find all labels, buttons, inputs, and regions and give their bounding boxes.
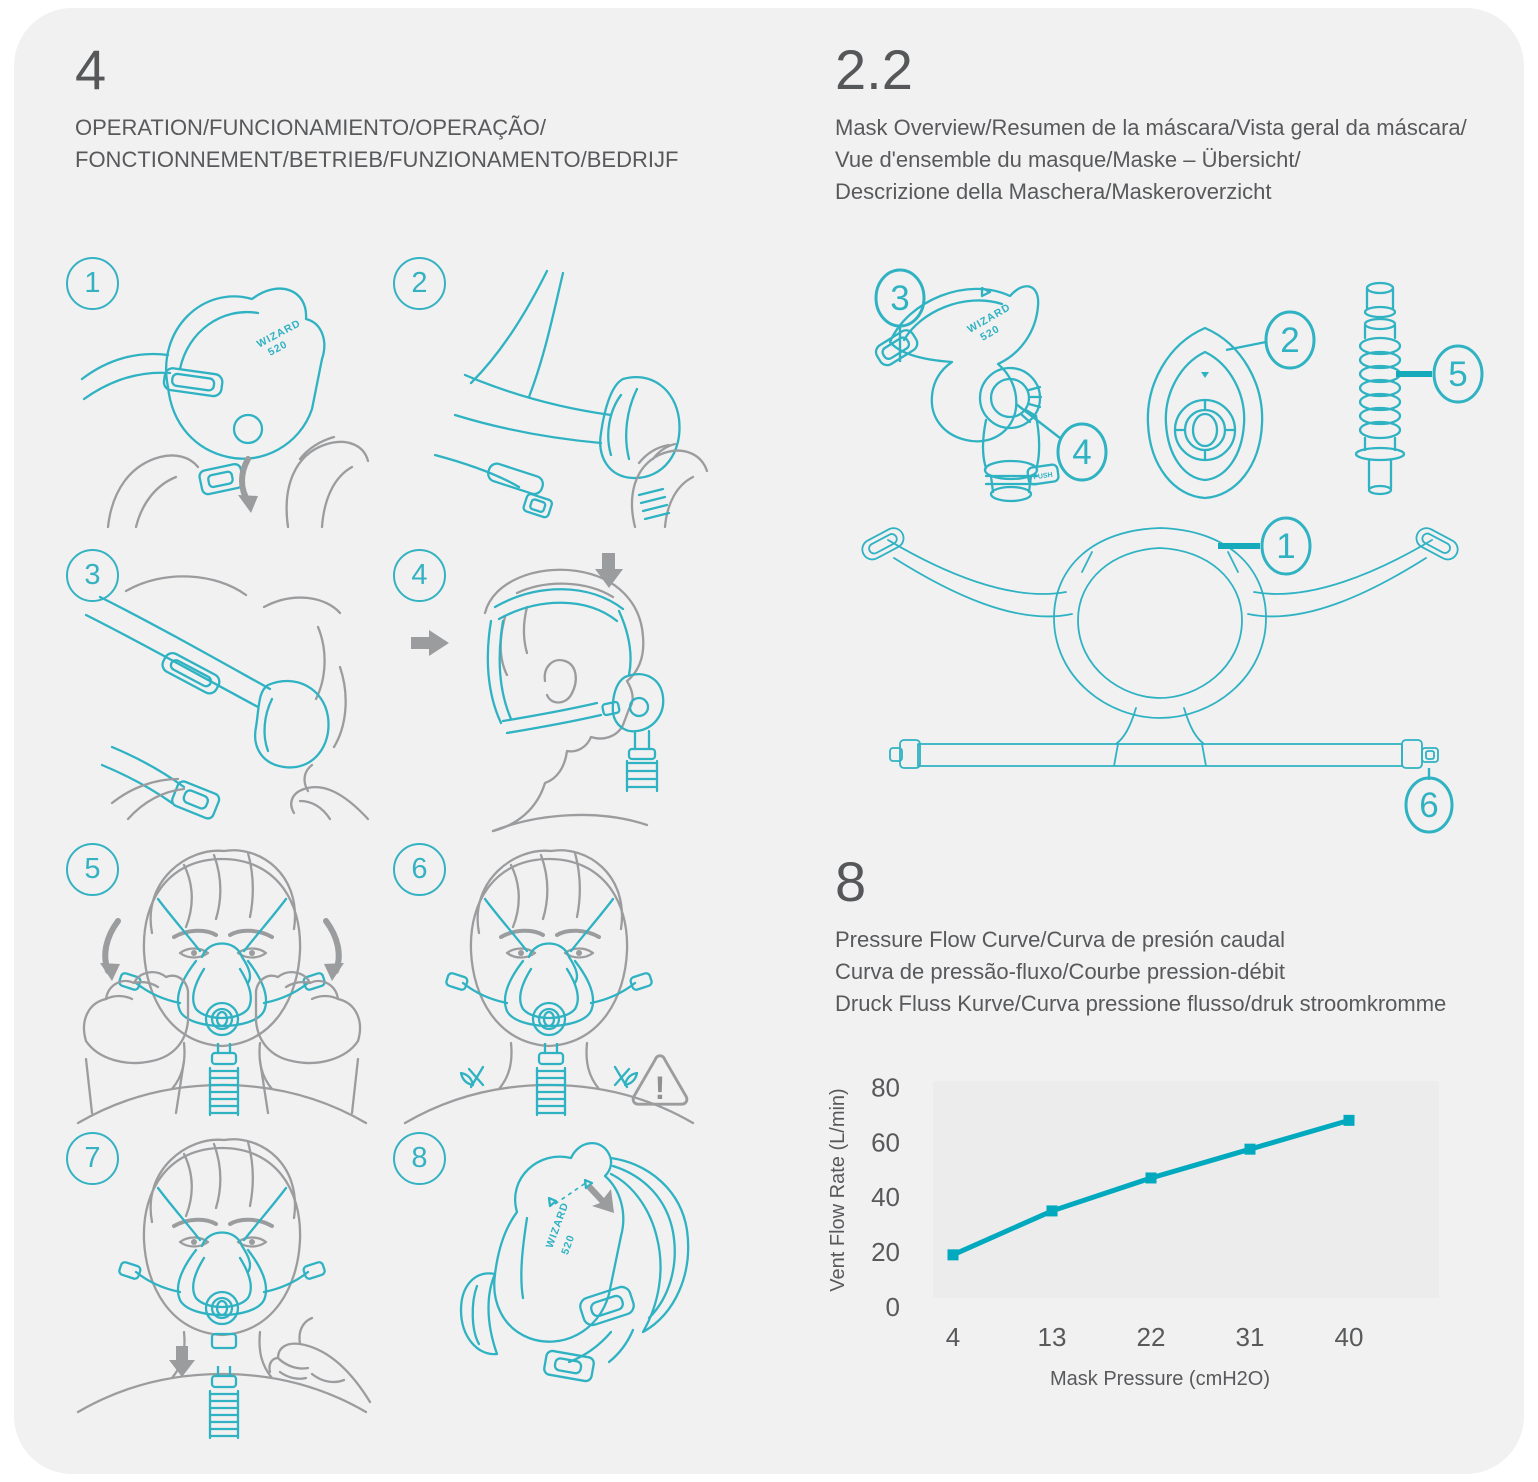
y-tick-label: 80 xyxy=(871,1072,900,1102)
overview-title-line1: Mask Overview/Resumen de la máscara/Vist… xyxy=(835,115,1467,140)
overview-section-number: 2.2 xyxy=(835,38,913,101)
step-6-illustration: ! xyxy=(403,848,695,1125)
data-point-marker xyxy=(947,1249,959,1261)
step-2: 2 xyxy=(393,257,723,545)
chart-plot-area xyxy=(933,1081,1439,1298)
y-axis-title: Vent Flow Rate (L/min) xyxy=(827,1088,849,1291)
svg-text:6: 6 xyxy=(1419,786,1438,825)
callout-2: 2 xyxy=(1225,310,1316,370)
pull-arrow-left-icon xyxy=(100,918,121,981)
elbow-release-button: PUSH xyxy=(1026,463,1060,486)
arrow-down-left-icon xyxy=(587,1184,614,1213)
svg-text:PUSH: PUSH xyxy=(1033,472,1053,482)
step-3: 3 xyxy=(66,549,396,837)
flow-section-number: 8 xyxy=(835,850,867,913)
step-5: 5 xyxy=(66,843,396,1131)
step-6-number: 6 xyxy=(393,843,446,896)
y-tick-label: 20 xyxy=(871,1237,900,1267)
arrow-right-icon xyxy=(411,630,449,656)
y-tick-label: 40 xyxy=(871,1182,900,1212)
x-tick-label: 22 xyxy=(1137,1322,1166,1352)
step-7: 7 xyxy=(66,1132,396,1440)
step-7-number: 7 xyxy=(66,1132,119,1185)
data-point-marker xyxy=(1244,1143,1256,1155)
step-1: 1 WIZARD 520 xyxy=(66,257,396,545)
x-tick-label: 40 xyxy=(1335,1322,1364,1352)
overview-title-line3: Descrizione della Maschera/Maskeroverzic… xyxy=(835,179,1272,204)
step-3-number: 3 xyxy=(66,549,119,602)
callout-3: 3 xyxy=(874,268,926,362)
overview-title-line2: Vue d'ensemble du masque/Maske – Übersic… xyxy=(835,147,1301,172)
data-point-marker xyxy=(1145,1172,1157,1184)
step-5-illustration xyxy=(76,848,368,1125)
x-tick-label: 13 xyxy=(1038,1322,1067,1352)
step-4-illustration xyxy=(411,553,665,833)
mask-frame-diagram: WIZARD 520 PUSH xyxy=(874,285,1060,503)
svg-text:5: 5 xyxy=(1448,355,1467,394)
operation-header: 4 OPERATION/FUNCIONAMIENTO/OPERAÇÃO/ FON… xyxy=(75,42,678,176)
svg-text:2: 2 xyxy=(1280,321,1299,360)
press-arrow-icon xyxy=(238,456,258,513)
data-point-marker xyxy=(1343,1114,1355,1126)
mask-cushion-diagram xyxy=(1146,326,1264,500)
arrow-down-icon xyxy=(169,1346,195,1377)
flow-title-line3: Druck Fluss Kurve/Curva pressione flusso… xyxy=(835,991,1447,1016)
x-tick-label: 4 xyxy=(946,1322,960,1352)
callout-6: 6 xyxy=(1404,768,1454,834)
step-4: 4 xyxy=(393,549,723,837)
svg-text:3: 3 xyxy=(890,279,909,318)
mask-overview-figure: WIZARD 520 PUSH xyxy=(861,268,1484,834)
step-5-number: 5 xyxy=(66,843,119,896)
svg-text:!: ! xyxy=(655,1070,666,1106)
operation-title-line2: FONCTIONNEMENT/BETRIEB/FUNZIONAMENTO/BED… xyxy=(75,147,679,172)
step-2-illustration xyxy=(433,269,709,529)
x-tick-label: 31 xyxy=(1236,1322,1265,1352)
flow-title-line1: Pressure Flow Curve/Curva de presión cau… xyxy=(835,927,1285,952)
arrow-down-icon xyxy=(595,553,623,588)
pull-arrow-right-icon xyxy=(323,918,344,981)
chart-series-layer: 0 20 40 60 80 4 13 22 31 40 xyxy=(871,1072,1363,1352)
flow-header: 8 Pressure Flow Curve/Curva de presión c… xyxy=(835,854,1446,1020)
overview-header: 2.2 Mask Overview/Resumen de la máscara/… xyxy=(835,42,1467,208)
step-1-number: 1 xyxy=(66,257,119,310)
mask-model-label: 520 xyxy=(559,1233,577,1256)
operation-title-line1: OPERATION/FUNCIONAMIENTO/OPERAÇÃO/ xyxy=(75,115,547,140)
y-tick-label: 60 xyxy=(871,1127,900,1157)
headgear-diagram xyxy=(861,527,1459,769)
manual-card: 4 OPERATION/FUNCIONAMIENTO/OPERAÇÃO/ FON… xyxy=(14,8,1524,1474)
step-6: 6 ! xyxy=(393,843,723,1131)
x-axis-title: Mask Pressure (cmH2O) xyxy=(1050,1368,1270,1390)
data-point-marker xyxy=(1046,1205,1058,1217)
step-8-number: 8 xyxy=(393,1132,446,1185)
step-4-number: 4 xyxy=(393,549,446,602)
pressure-flow-chart: Vent Flow Rate (L/min) Mask Pressure (cm… xyxy=(827,1072,1439,1390)
callout-4: 4 xyxy=(1015,403,1108,482)
step-8: 8 WIZARD 520 xyxy=(393,1132,723,1420)
step-3-illustration xyxy=(84,575,370,821)
flow-title-line2: Curva de pressão-fluxo/Courbe pression-d… xyxy=(835,959,1286,984)
step-1-illustration: WIZARD 520 xyxy=(80,287,370,529)
svg-text:4: 4 xyxy=(1072,433,1091,472)
step-8-illustration: WIZARD 520 xyxy=(459,1142,690,1383)
svg-text:1: 1 xyxy=(1276,527,1295,566)
callout-5: 5 xyxy=(1396,344,1484,404)
operation-section-number: 4 xyxy=(75,38,107,101)
y-tick-label: 0 xyxy=(886,1292,900,1322)
step-2-number: 2 xyxy=(393,257,446,310)
step-7-illustration xyxy=(76,1137,372,1440)
callout-1: 1 xyxy=(1218,516,1312,576)
short-tube-diagram xyxy=(1354,281,1406,496)
warning-icon: ! xyxy=(631,1054,689,1106)
